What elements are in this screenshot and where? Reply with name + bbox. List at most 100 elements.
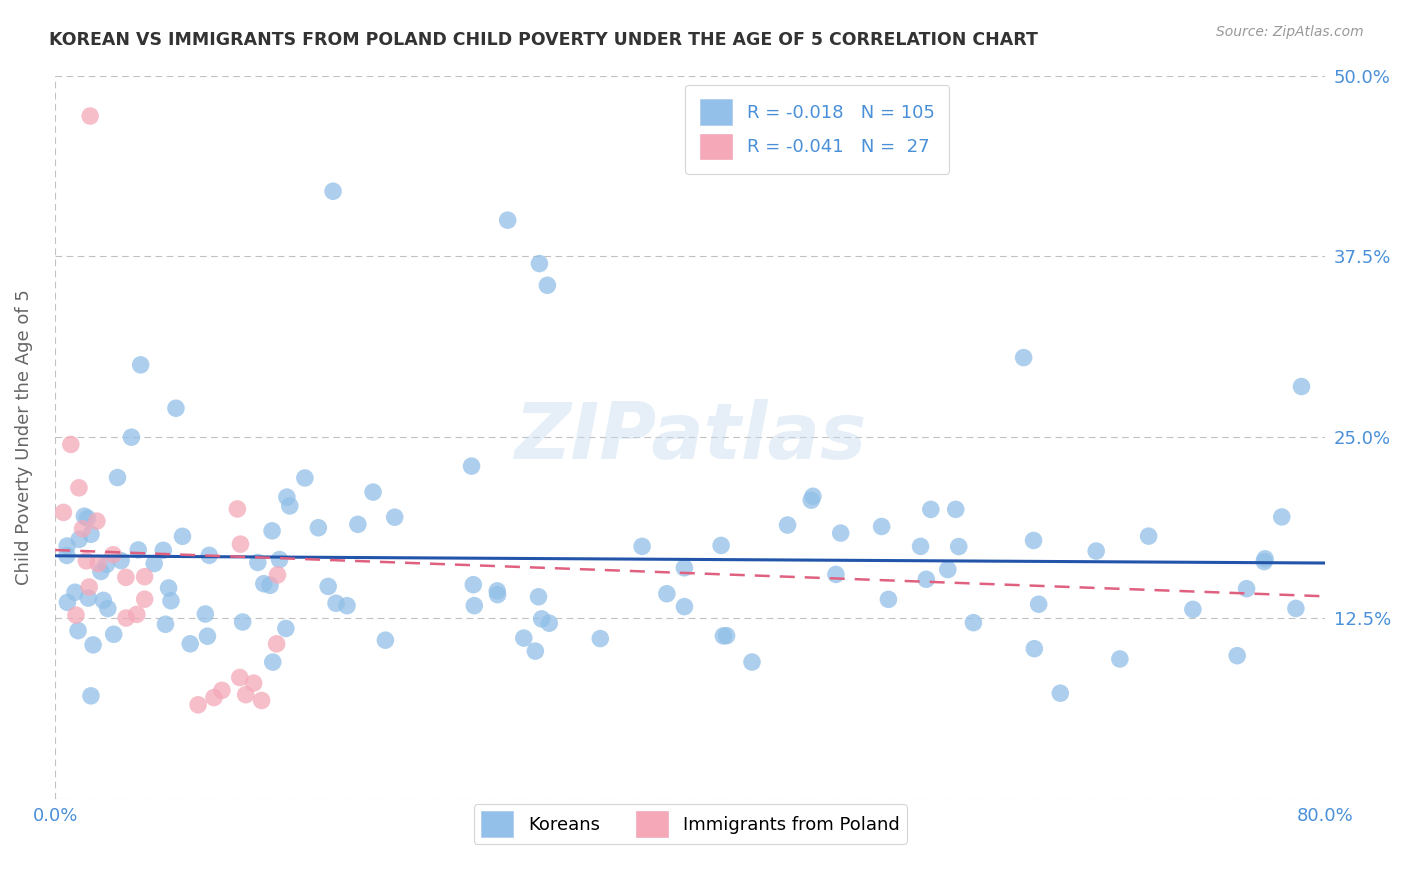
Point xyxy=(870,519,893,533)
Point xyxy=(110,554,132,568)
Point xyxy=(710,538,733,552)
Point xyxy=(77,591,100,606)
Y-axis label: Child Poverty Under the Age of 5: Child Poverty Under the Age of 5 xyxy=(15,289,32,585)
Point xyxy=(198,549,221,563)
Point xyxy=(134,569,156,583)
Point xyxy=(716,629,738,643)
Point xyxy=(242,676,264,690)
Text: Source: ZipAtlas.com: Source: ZipAtlas.com xyxy=(1216,25,1364,39)
Point xyxy=(801,489,824,503)
Point xyxy=(1022,533,1045,548)
Point xyxy=(631,540,654,554)
Point xyxy=(463,599,485,613)
Point xyxy=(87,557,110,571)
Point xyxy=(1271,510,1294,524)
Legend: Koreans, Immigrants from Poland: Koreans, Immigrants from Poland xyxy=(474,804,907,844)
Point xyxy=(67,533,90,547)
Point xyxy=(211,683,233,698)
Point xyxy=(915,572,938,586)
Point xyxy=(259,578,281,592)
Point xyxy=(115,570,138,584)
Point xyxy=(524,644,547,658)
Point xyxy=(235,688,257,702)
Point xyxy=(172,529,194,543)
Point xyxy=(103,627,125,641)
Point xyxy=(276,490,298,504)
Point xyxy=(1285,601,1308,615)
Point xyxy=(316,579,339,593)
Point xyxy=(97,601,120,615)
Point xyxy=(266,637,288,651)
Point xyxy=(945,502,967,516)
Point xyxy=(1012,351,1035,365)
Point xyxy=(129,358,152,372)
Point xyxy=(776,518,799,533)
Point xyxy=(202,690,225,705)
Point xyxy=(226,502,249,516)
Point xyxy=(278,499,301,513)
Point xyxy=(107,470,129,484)
Point xyxy=(1028,597,1050,611)
Point xyxy=(325,596,347,610)
Point xyxy=(187,698,209,712)
Point xyxy=(513,631,536,645)
Point xyxy=(72,522,94,536)
Point xyxy=(79,109,101,123)
Point xyxy=(67,481,90,495)
Point xyxy=(80,527,103,541)
Point xyxy=(86,514,108,528)
Text: KOREAN VS IMMIGRANTS FROM POLAND CHILD POVERTY UNDER THE AGE OF 5 CORRELATION CH: KOREAN VS IMMIGRANTS FROM POLAND CHILD P… xyxy=(49,31,1038,49)
Point xyxy=(1291,379,1313,393)
Point xyxy=(1049,686,1071,700)
Point xyxy=(538,616,561,631)
Point xyxy=(90,565,112,579)
Point xyxy=(229,671,252,685)
Point xyxy=(76,511,98,525)
Point xyxy=(673,599,696,614)
Point xyxy=(336,599,359,613)
Point xyxy=(52,505,75,519)
Text: ZIPatlas: ZIPatlas xyxy=(515,400,866,475)
Point xyxy=(165,401,187,416)
Point xyxy=(496,213,519,227)
Point xyxy=(1108,652,1130,666)
Point xyxy=(56,595,79,609)
Point xyxy=(1226,648,1249,663)
Point xyxy=(1085,544,1108,558)
Point xyxy=(1254,551,1277,566)
Point xyxy=(56,549,79,563)
Point xyxy=(322,184,344,198)
Point xyxy=(673,561,696,575)
Point xyxy=(530,612,553,626)
Point xyxy=(253,576,276,591)
Point xyxy=(152,543,174,558)
Point xyxy=(536,278,558,293)
Point xyxy=(294,471,316,485)
Point xyxy=(1253,555,1275,569)
Point xyxy=(246,556,269,570)
Point xyxy=(157,581,180,595)
Point xyxy=(120,430,142,444)
Point xyxy=(486,588,509,602)
Point xyxy=(527,590,550,604)
Point xyxy=(655,587,678,601)
Point xyxy=(63,585,86,599)
Point xyxy=(936,563,959,577)
Point xyxy=(825,567,848,582)
Point xyxy=(877,592,900,607)
Point xyxy=(589,632,612,646)
Point xyxy=(179,637,201,651)
Point xyxy=(920,502,942,516)
Point xyxy=(56,539,79,553)
Point xyxy=(77,580,100,594)
Point xyxy=(93,593,115,607)
Point xyxy=(711,629,734,643)
Point xyxy=(800,493,823,508)
Point xyxy=(486,583,509,598)
Point xyxy=(962,615,984,630)
Point xyxy=(73,509,96,524)
Point xyxy=(96,558,118,572)
Point xyxy=(229,537,252,551)
Point xyxy=(250,693,273,707)
Point xyxy=(143,557,166,571)
